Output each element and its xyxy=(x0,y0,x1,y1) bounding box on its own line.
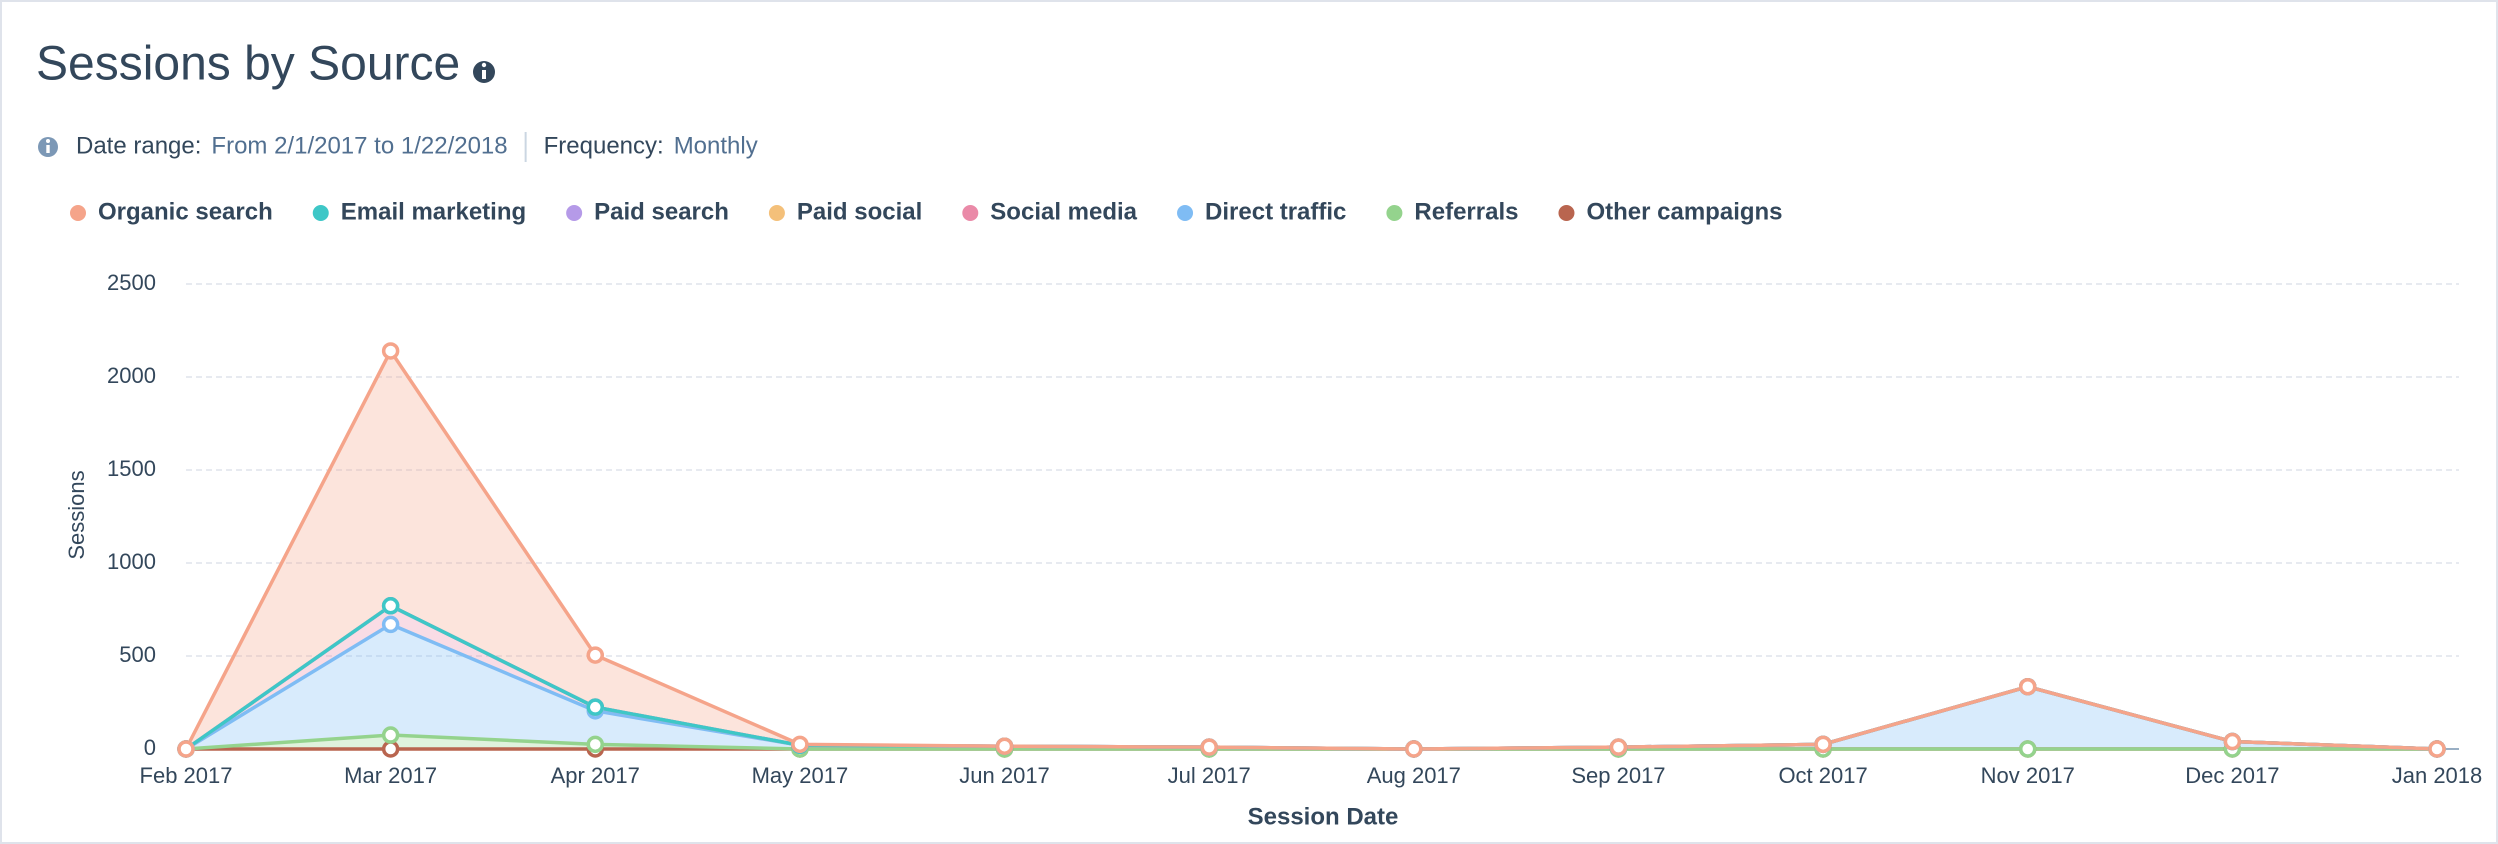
point xyxy=(995,737,1014,755)
legend-label: Paid social xyxy=(797,198,922,225)
x-axis-label: Session Date xyxy=(1248,803,1399,830)
legend-swatch xyxy=(312,205,329,221)
x-tick-label: Sep 2017 xyxy=(1571,763,1665,788)
point xyxy=(381,740,400,758)
legend-label: Social media xyxy=(990,198,1137,225)
point xyxy=(381,726,400,744)
point xyxy=(2223,732,2242,751)
point xyxy=(791,735,809,754)
point xyxy=(381,615,400,634)
legend-swatch xyxy=(1558,205,1575,221)
y-tick-label: 500 xyxy=(119,642,156,667)
point xyxy=(2018,740,2037,758)
point xyxy=(1814,735,1832,754)
x-tick-label: Jan 2018 xyxy=(2392,763,2483,788)
point xyxy=(1200,738,1218,756)
point xyxy=(177,740,195,758)
legend-swatch xyxy=(962,205,979,221)
legend-swatch xyxy=(1177,205,1194,221)
y-tick-label: 2500 xyxy=(107,270,156,295)
legend-swatch xyxy=(70,205,86,221)
point xyxy=(381,342,400,360)
point xyxy=(586,735,605,754)
legend-label: Direct traffic xyxy=(1205,198,1346,225)
area xyxy=(186,605,2437,749)
chart-title: Sessions by Source xyxy=(36,38,460,91)
x-tick-label: Aug 2017 xyxy=(1367,763,1461,788)
legend-label: Referrals xyxy=(1414,198,1518,225)
point xyxy=(1405,740,1423,758)
point xyxy=(586,646,605,664)
point xyxy=(586,698,605,716)
legend-swatch xyxy=(1386,205,1403,221)
info-icon xyxy=(38,137,58,157)
y-axis-label: Sessions xyxy=(64,470,89,559)
y-tick-label: 1000 xyxy=(107,549,156,574)
x-tick-label: Jun 2017 xyxy=(959,763,1050,788)
legend-label: Organic search xyxy=(98,198,273,225)
area xyxy=(186,350,2437,749)
x-tick-label: Jul 2017 xyxy=(1168,763,1251,788)
point xyxy=(2428,740,2446,758)
x-tick-label: Nov 2017 xyxy=(1981,763,2075,788)
x-tick-label: Dec 2017 xyxy=(2185,763,2279,788)
y-tick-label: 0 xyxy=(144,735,156,760)
point xyxy=(2018,677,2037,696)
legend-swatch xyxy=(566,205,583,221)
legend-swatch xyxy=(768,205,785,221)
y-tick-label: 1500 xyxy=(107,456,156,481)
point xyxy=(1609,738,1628,756)
line xyxy=(184,347,2438,751)
x-tick-label: Feb 2017 xyxy=(140,763,233,788)
y-tick-label: 2000 xyxy=(107,363,156,388)
subtitle-text: Frequency: xyxy=(544,132,664,159)
legend-label: Email marketing xyxy=(341,198,526,225)
x-tick-label: Mar 2017 xyxy=(344,763,437,788)
point xyxy=(381,597,400,615)
x-tick-label: Oct 2017 xyxy=(1778,763,1867,788)
x-tick-label: Apr 2017 xyxy=(551,763,640,788)
subtitle-text: From 2/1/2017 to 1/22/2018 xyxy=(211,132,507,159)
x-tick-label: May 2017 xyxy=(752,763,849,788)
subtitle-text: Monthly xyxy=(674,132,758,159)
legend-label: Paid search xyxy=(594,198,729,225)
subtitle-text: Date range: xyxy=(76,132,201,159)
legend-label: Other campaigns xyxy=(1586,198,1782,225)
info-icon[interactable] xyxy=(473,61,495,83)
